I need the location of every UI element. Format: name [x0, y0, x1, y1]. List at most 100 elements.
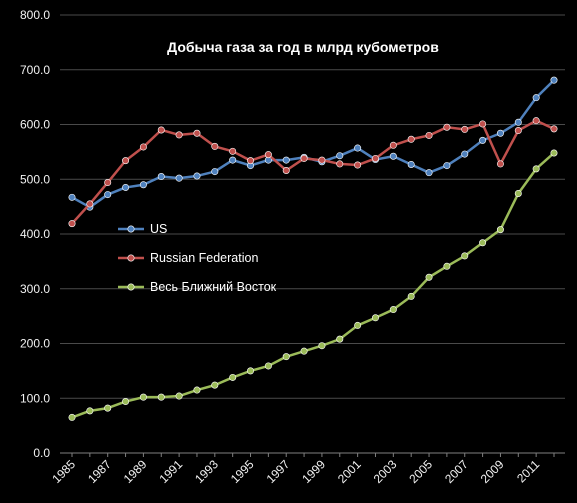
series-layer	[68, 76, 558, 421]
data-point	[211, 168, 219, 176]
data-point	[211, 381, 219, 389]
data-point	[354, 321, 362, 329]
data-point	[175, 392, 183, 400]
data-point	[479, 239, 487, 247]
data-point	[461, 252, 469, 260]
legend-swatch-marker	[127, 254, 135, 262]
data-point	[550, 125, 558, 133]
data-point	[550, 76, 558, 84]
legend-swatch-marker	[127, 283, 135, 291]
data-point	[300, 347, 308, 355]
x-tick-label: 2007	[442, 457, 471, 486]
data-point	[247, 367, 255, 375]
data-point	[336, 160, 344, 168]
data-point	[371, 314, 379, 322]
y-tick-label: 100.0	[20, 391, 50, 405]
x-tick-label: 1995	[228, 457, 257, 486]
data-point	[68, 220, 76, 228]
legend-label: Russian Federation	[150, 251, 258, 265]
data-point	[175, 131, 183, 139]
data-point	[407, 135, 415, 143]
data-point	[496, 160, 504, 168]
x-tick-label: 1991	[156, 457, 185, 486]
x-tick-label: 1985	[49, 457, 78, 486]
x-tick-label: 1997	[264, 457, 293, 486]
data-point	[461, 125, 469, 133]
data-point	[425, 131, 433, 139]
data-point	[479, 136, 487, 144]
series-line	[71, 119, 555, 225]
gridlines	[60, 14, 565, 399]
legend-item: Весь Ближний Восток	[118, 280, 277, 294]
data-point	[496, 226, 504, 234]
x-tick-label: 2009	[478, 457, 507, 486]
y-axis-ticks: 0.0 100.0 200.0 300.0 400.0 500.0 600.0 700.0 80…	[20, 8, 50, 460]
chart-title: Добыча газа за год в млрд кубометров	[167, 39, 439, 55]
data-point	[443, 262, 451, 270]
data-point	[175, 174, 183, 182]
data-point	[68, 413, 76, 421]
data-point	[86, 407, 94, 415]
x-tick-label: 2005	[406, 457, 435, 486]
y-tick-label: 300.0	[20, 282, 50, 296]
data-point	[86, 200, 94, 208]
data-point	[122, 183, 130, 191]
data-point	[229, 147, 237, 155]
y-tick-label: 500.0	[20, 172, 50, 186]
data-point	[157, 393, 165, 401]
data-point	[139, 393, 147, 401]
data-point	[193, 129, 201, 137]
data-point	[247, 157, 255, 165]
data-point	[425, 169, 433, 177]
x-tick-label: 1987	[85, 457, 114, 486]
series-2	[68, 149, 558, 421]
x-tick-label: 2001	[335, 457, 364, 486]
series-1	[68, 117, 558, 228]
data-point	[354, 144, 362, 152]
data-point	[461, 150, 469, 158]
x-tick-label: 1999	[299, 457, 328, 486]
data-point	[104, 191, 112, 199]
data-point	[139, 181, 147, 189]
data-point	[264, 151, 272, 159]
data-point	[514, 189, 522, 197]
data-point	[532, 117, 540, 125]
data-point	[104, 404, 112, 412]
data-point	[300, 154, 308, 162]
data-point	[104, 179, 112, 187]
x-tick-label: 1989	[121, 457, 150, 486]
y-tick-label: 400.0	[20, 227, 50, 241]
data-point	[318, 156, 326, 164]
data-point	[479, 120, 487, 128]
y-tick-label: 800.0	[20, 8, 50, 22]
data-point	[389, 152, 397, 160]
data-point	[229, 373, 237, 381]
data-point	[157, 173, 165, 181]
data-point	[550, 149, 558, 157]
data-point	[532, 165, 540, 173]
x-axis-ticks: 1985 1987 1989 1991 1993 1995 1997 1999 2001 2003…	[49, 453, 555, 486]
data-point	[68, 193, 76, 201]
x-tick-label: 1993	[192, 457, 221, 486]
data-point	[336, 152, 344, 160]
legend-label: Весь Ближний Восток	[150, 280, 277, 294]
data-point	[407, 160, 415, 168]
x-tick-label: 2003	[371, 457, 400, 486]
data-point	[139, 143, 147, 151]
data-point	[389, 141, 397, 149]
x-tick-label: 2011	[514, 457, 542, 485]
data-point	[443, 162, 451, 170]
data-point	[514, 127, 522, 135]
legend-item: Russian Federation	[118, 251, 258, 265]
y-tick-label: 700.0	[20, 63, 50, 77]
data-point	[157, 126, 165, 134]
y-tick-label: 200.0	[20, 337, 50, 351]
data-point	[496, 129, 504, 137]
data-point	[229, 156, 237, 164]
y-tick-label: 600.0	[20, 118, 50, 132]
data-point	[282, 166, 290, 174]
data-point	[318, 342, 326, 350]
data-point	[193, 386, 201, 394]
